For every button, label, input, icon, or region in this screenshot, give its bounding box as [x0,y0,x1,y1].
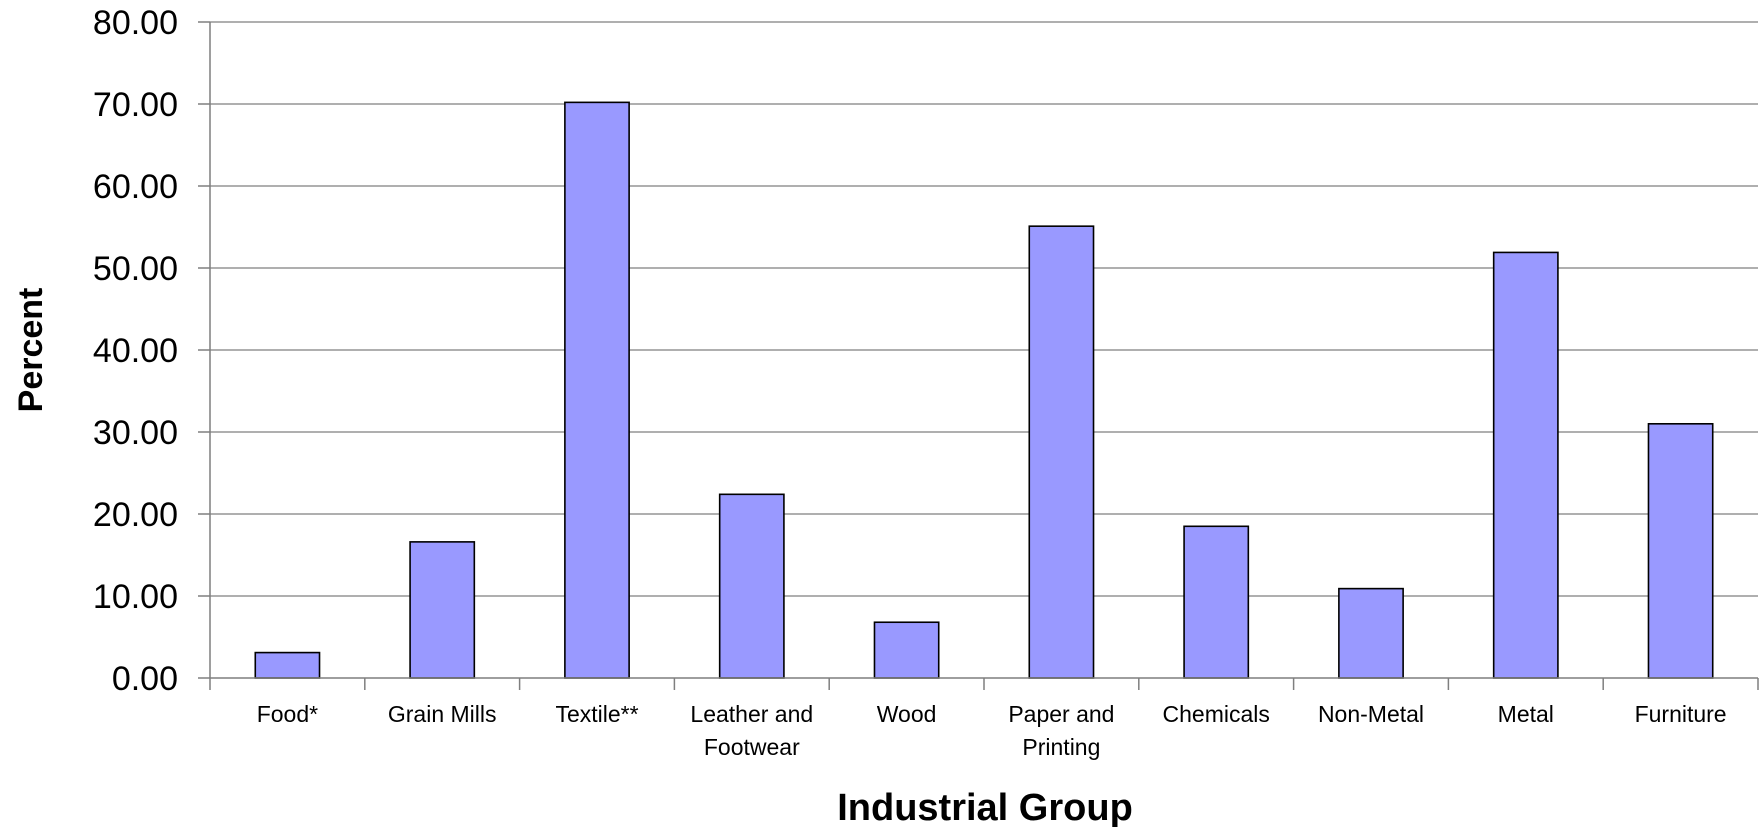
x-axis-title: Industrial Group [837,787,1133,827]
bar [1338,587,1404,679]
y-tick-labels: 0.00 10.00 20.00 30.00 40.00 50.00 60.00 70.00 8… [93,4,178,698]
gridlines [210,21,1758,597]
y-tick-label: 10.00 [93,578,178,616]
x-tick-label: Metal [1498,701,1554,727]
bar [1028,225,1095,679]
x-tick-label: Paper and Printing [1008,701,1114,760]
x-tick-label: Food* [257,701,318,727]
y-tick-label: 60.00 [93,168,178,206]
bar [564,101,630,679]
bar [409,541,476,679]
x-tick-label: Textile** [555,701,638,727]
bar [718,493,785,679]
y-tick-label: 50.00 [93,250,178,288]
x-tick-labels: Food* Grain Mills Textile** Leather and Foot… [257,701,1727,760]
x-tick-label: Leather and Footwear [690,701,813,760]
bars [254,101,1714,679]
x-tick-label: Non-Metal [1318,701,1424,727]
y-tick-label: 40.00 [93,332,178,370]
y-tick-label: 30.00 [93,414,178,452]
y-axis-title: Percent [12,288,50,413]
y-tick-label: 20.00 [93,496,178,534]
bar [1492,251,1559,679]
x-tick-label: Grain Mills [388,701,497,727]
x-tick-label: Furniture [1635,701,1727,727]
bar [1647,422,1714,679]
axes [198,21,1759,690]
x-tick-label: Wood [877,701,937,727]
bar [1183,525,1250,679]
y-tick-label: 0.00 [112,660,178,698]
y-tick-label: 80.00 [93,4,178,42]
bar [254,651,321,679]
bar [873,621,940,679]
x-tick-label: Chemicals [1163,701,1270,727]
y-tick-label: 70.00 [93,86,178,124]
